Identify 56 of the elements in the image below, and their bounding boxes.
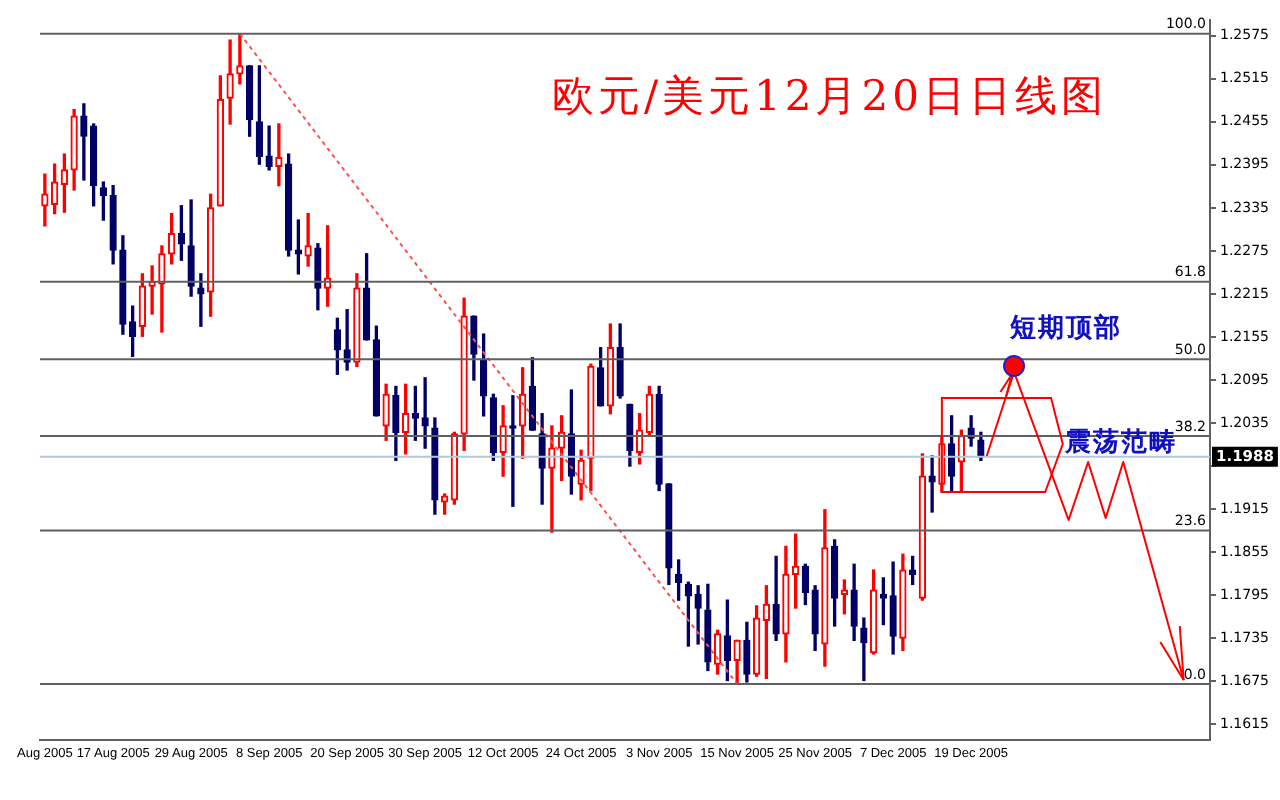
candlestick <box>431 417 439 515</box>
candlestick <box>284 153 293 257</box>
candlestick <box>928 455 936 513</box>
candlestick <box>499 405 507 477</box>
candlestick <box>392 385 400 461</box>
candlestick <box>148 265 156 315</box>
candlestick <box>333 317 342 375</box>
candlestick <box>236 32 244 85</box>
candlestick <box>850 563 858 641</box>
candlestick <box>362 253 371 341</box>
candlestick <box>460 297 468 451</box>
candlestick <box>821 509 829 667</box>
candlestick <box>314 243 322 311</box>
candlestick <box>401 383 410 455</box>
candlestick <box>665 483 673 586</box>
candlestick <box>304 212 312 267</box>
candlestick <box>577 449 585 501</box>
candlestick <box>382 383 390 441</box>
candlestick <box>294 219 303 275</box>
candlestick <box>616 323 624 399</box>
candlestick <box>908 555 917 586</box>
candlestick <box>830 539 839 627</box>
candlestick <box>70 108 78 191</box>
candlestick <box>421 377 429 449</box>
candlestick <box>226 39 234 125</box>
candlestick <box>899 553 907 652</box>
text: 欧元/美元12月20日日线图 <box>551 70 1107 124</box>
candlestick <box>353 273 361 368</box>
candlestick <box>655 385 663 492</box>
candlestick <box>470 315 478 381</box>
candlestick <box>216 75 225 207</box>
candlestick <box>704 583 712 672</box>
candlestick <box>138 273 147 337</box>
candlestick <box>548 425 556 533</box>
candlestick <box>343 309 351 371</box>
annotation: 短期顶部 <box>1010 311 1123 346</box>
candlestick <box>255 65 264 165</box>
candlestick <box>587 363 595 492</box>
candlestick <box>596 347 605 407</box>
candlestick <box>509 395 517 507</box>
candlestick <box>743 621 751 683</box>
candlestick <box>411 385 420 441</box>
candlestick <box>158 245 166 333</box>
candlestick <box>869 569 878 655</box>
candlestick <box>723 599 732 682</box>
candlestick <box>860 617 868 682</box>
annotation: 震荡范畴 <box>1064 428 1177 460</box>
candlestick <box>626 403 634 467</box>
candlestick <box>245 65 254 137</box>
candlestick <box>684 581 693 647</box>
candlestick <box>275 123 283 187</box>
candlestick <box>977 431 985 461</box>
candlestick <box>197 273 205 327</box>
candlestick <box>89 123 98 207</box>
candlestick <box>733 639 741 685</box>
candlestick <box>840 579 849 615</box>
